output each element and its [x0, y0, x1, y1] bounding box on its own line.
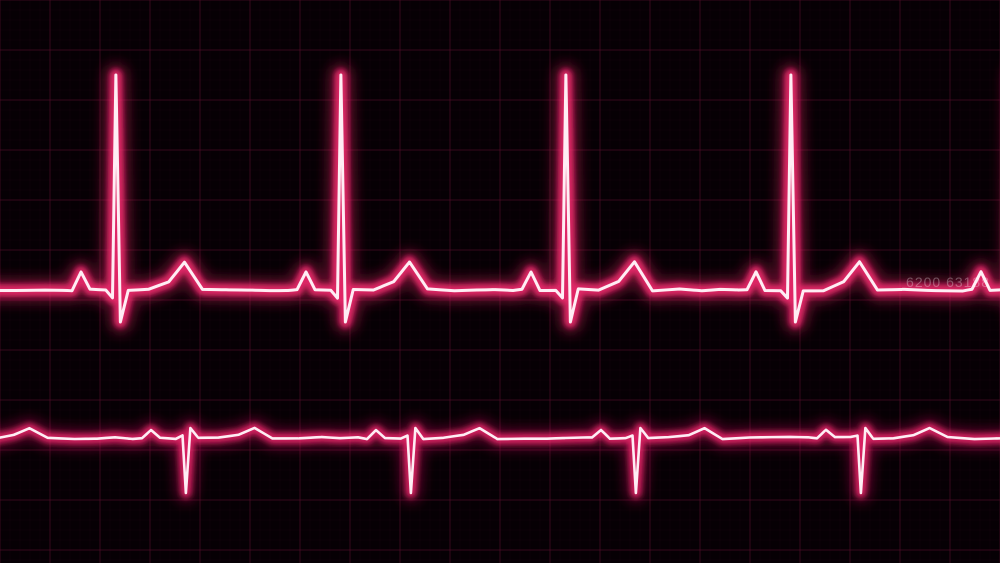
ecg-monitor: 6200 63188 — [0, 0, 1000, 563]
ecg-canvas — [0, 0, 1000, 563]
